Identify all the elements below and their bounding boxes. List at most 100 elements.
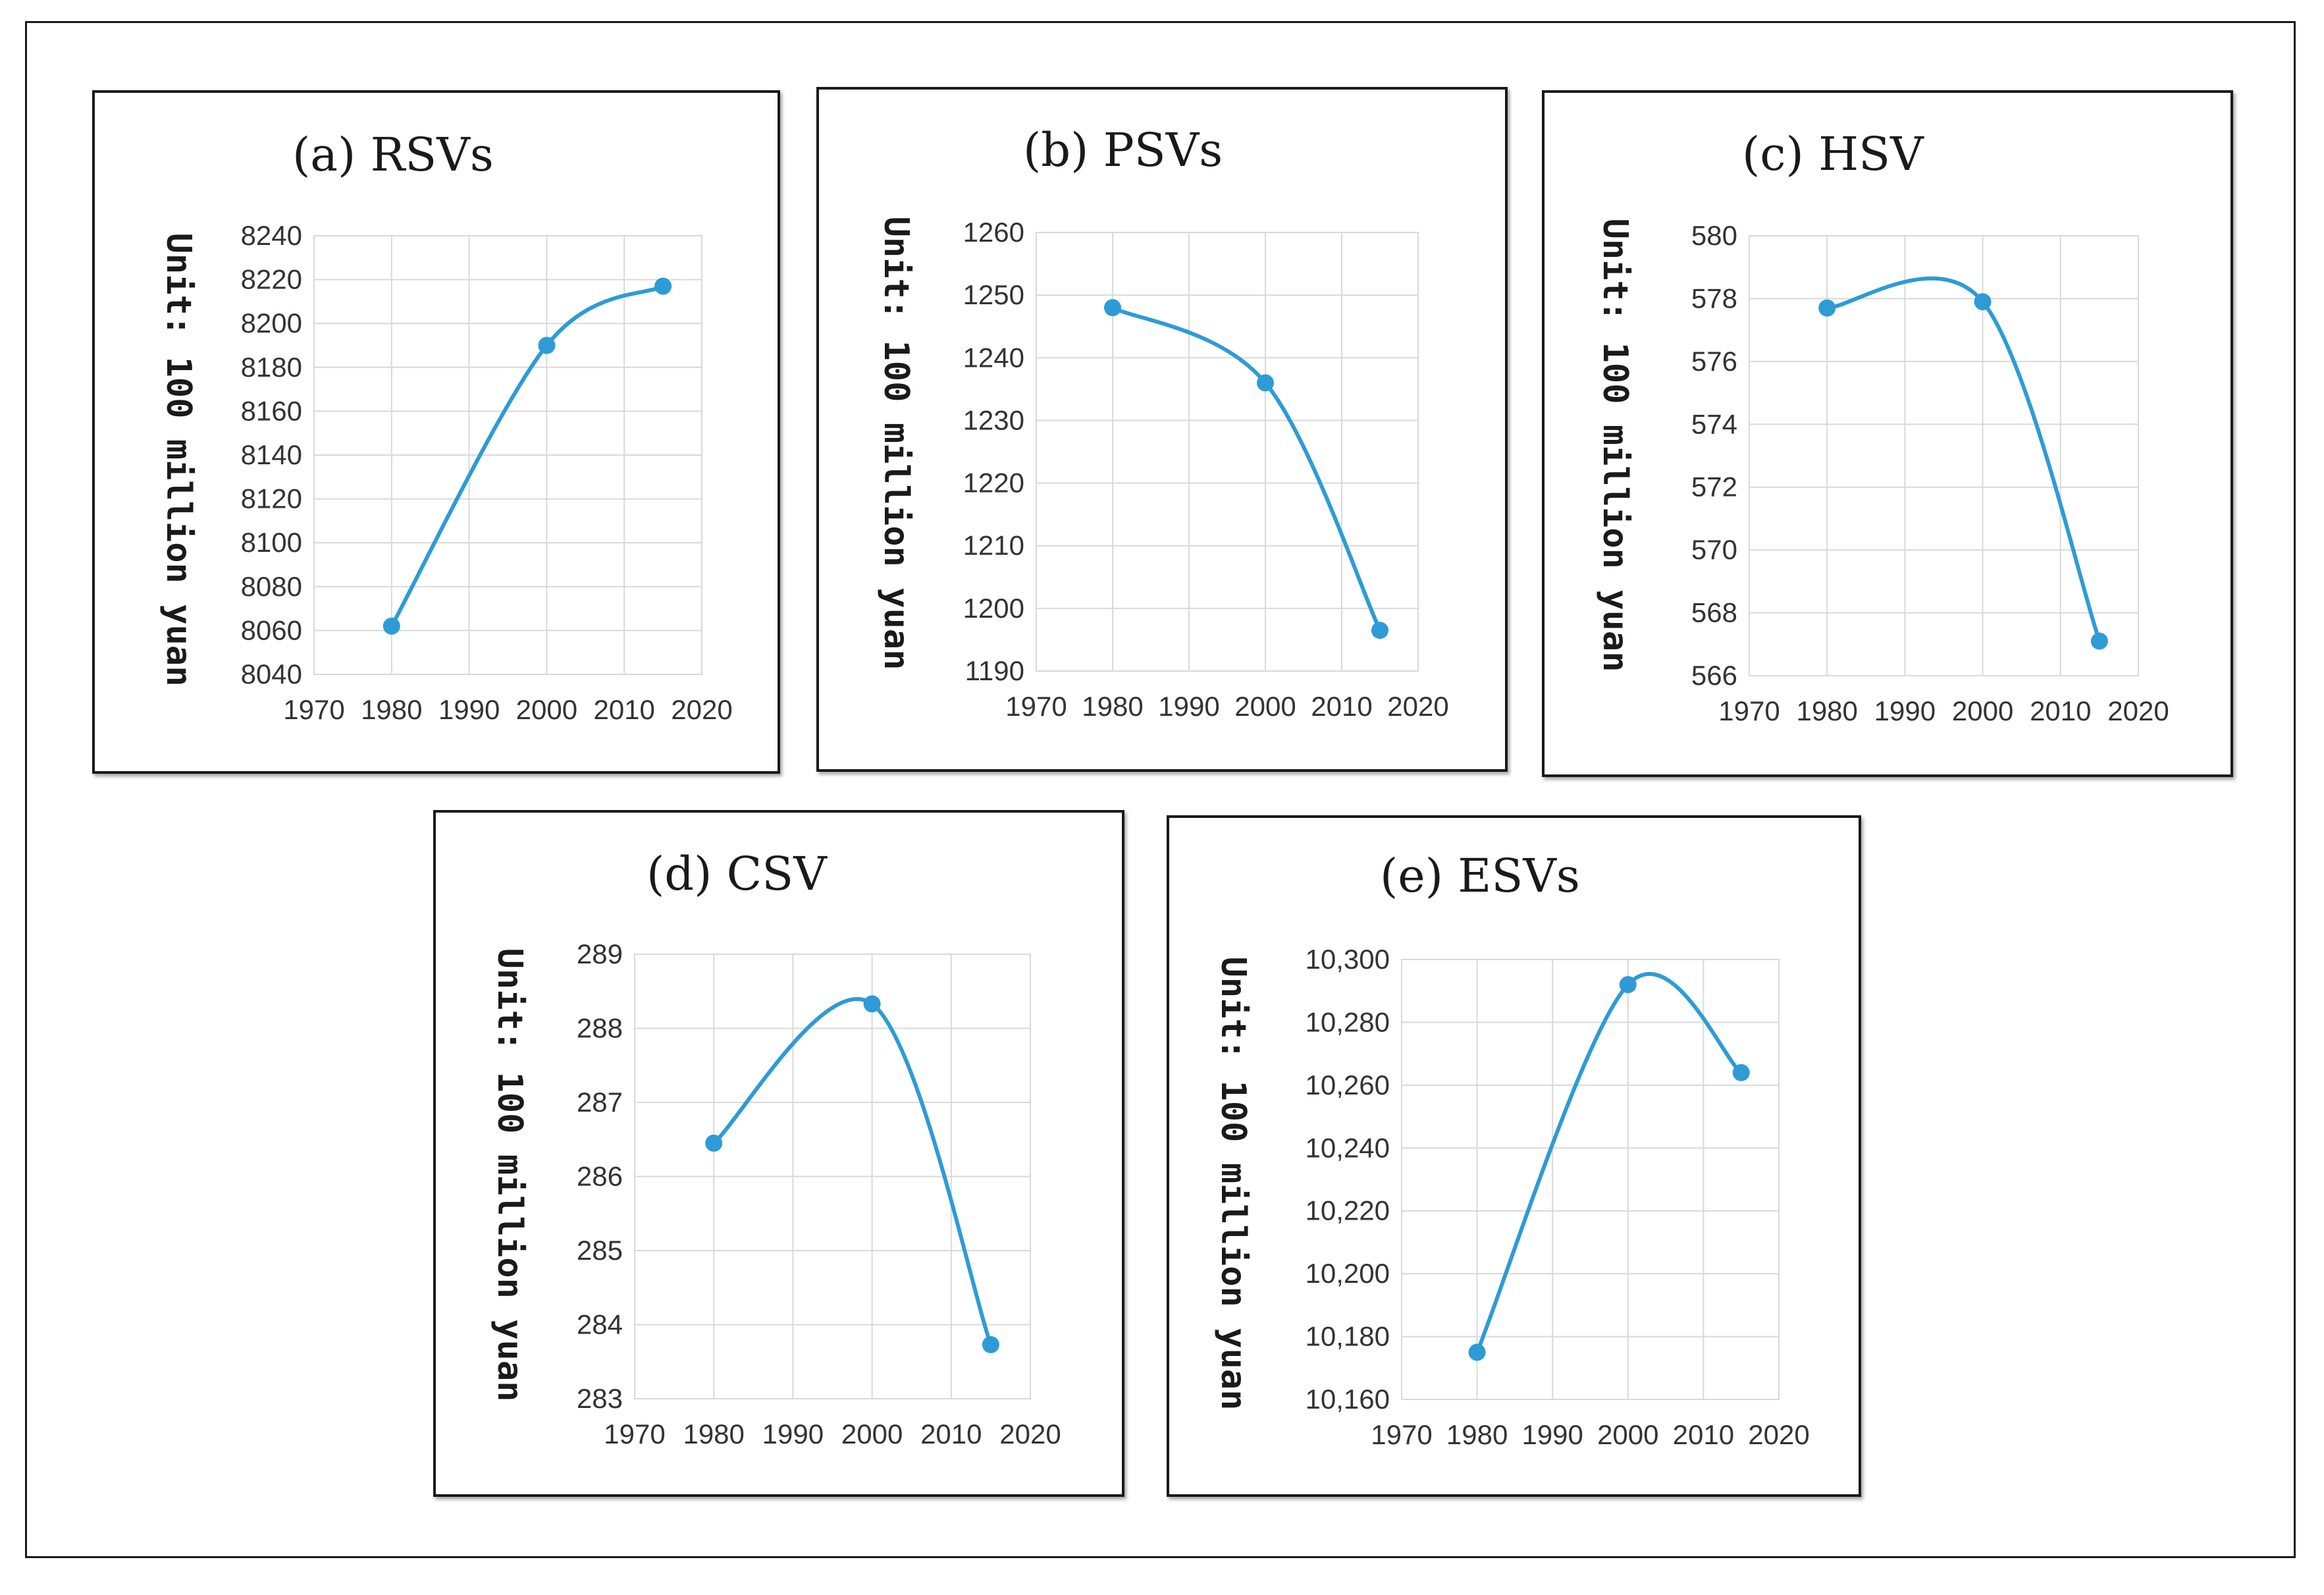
y-tick-label: 8200: [241, 308, 302, 338]
x-tick-label: 1980: [683, 1419, 744, 1449]
y-tick-label: 10,260: [1306, 1069, 1390, 1100]
y-tick-label: 1260: [963, 217, 1024, 248]
y-tick-label: 8140: [241, 439, 302, 470]
data-point: [1257, 374, 1274, 392]
y-axis-label: Unit: 100 million yuan: [1213, 957, 1253, 1411]
x-tick-label: 2010: [1673, 1419, 1734, 1450]
chart-panel-c: (c) HSV Unit: 100 million yuan 1970 1980 199…: [1542, 90, 2233, 777]
y-tick-label: 1240: [963, 342, 1024, 373]
y-tick-label: 10,300: [1306, 944, 1390, 975]
data-point: [1732, 1064, 1750, 1081]
y-tick-label: 285: [577, 1235, 623, 1266]
x-tick-label: 2010: [920, 1419, 982, 1449]
y-tick-label: 10,240: [1306, 1132, 1390, 1163]
chart-svg-e: (e) ESVs Unit: 100 million yuan 1970 1980 19…: [1213, 849, 1810, 1450]
x-tick-label: 2010: [2030, 695, 2091, 726]
y-tick-label: 10,180: [1306, 1321, 1390, 1352]
series-line: [712, 996, 993, 1345]
y-tick-label: 1200: [963, 593, 1024, 624]
y-tick-label: 576: [1691, 346, 1737, 377]
y-tick-label: 574: [1691, 408, 1737, 439]
y-tick-label: 8040: [241, 659, 302, 689]
y-tick-label: 10,220: [1306, 1195, 1390, 1226]
chart-svg-c: (c) HSV Unit: 100 million yuan 1970 1980 199…: [1595, 127, 2169, 726]
figure-frame: [25, 21, 2296, 1558]
data-point: [863, 995, 881, 1013]
data-point: [1468, 1343, 1486, 1361]
chart-title: (b) PSVs: [1023, 123, 1223, 177]
x-tick-label: 2020: [999, 1419, 1061, 1449]
y-tick-label: 289: [577, 938, 623, 969]
y-tick-label: 284: [577, 1309, 623, 1340]
x-tick-label: 2000: [1952, 695, 2013, 726]
x-tick-label: 1980: [1446, 1419, 1508, 1450]
plot-area: [1401, 959, 1780, 1400]
y-tick-label: 566: [1691, 660, 1737, 691]
series-line: [1826, 276, 2101, 642]
x-tick-label: 1970: [604, 1419, 665, 1449]
y-tick-label: 1250: [963, 279, 1024, 310]
data-point: [2090, 632, 2108, 650]
series-line: [1475, 971, 1743, 1353]
x-tick-label: 2010: [593, 694, 654, 725]
data-point: [538, 337, 556, 354]
y-axis-label: Unit: 100 million yuan: [876, 217, 916, 670]
x-tick-label: 1980: [1796, 695, 1857, 726]
plot-area: [1036, 232, 1419, 672]
data-point: [982, 1336, 999, 1353]
y-tick-label: 8100: [241, 527, 302, 558]
x-tick-label: 1970: [1371, 1419, 1432, 1450]
data-point: [654, 277, 672, 295]
y-tick-label: 10,280: [1306, 1006, 1390, 1037]
y-tick-label: 1230: [963, 404, 1024, 435]
chart-title: (c) HSV: [1742, 127, 1924, 181]
x-tick-label: 1970: [283, 694, 344, 725]
y-tick-label: 10,160: [1306, 1384, 1390, 1415]
y-tick-label: 8160: [241, 395, 302, 426]
data-point: [1104, 299, 1121, 317]
chart-panel-e: (e) ESVs Unit: 100 million yuan 1970 1980 19…: [1167, 815, 1861, 1497]
x-tick-label: 1990: [1158, 691, 1219, 722]
series-line: [390, 284, 664, 628]
y-axis-label: Unit: 100 million yuan: [490, 948, 529, 1402]
y-axis-label: Unit: 100 million yuan: [159, 233, 198, 687]
chart-title: (a) RSVs: [292, 128, 494, 182]
y-tick-label: 10,200: [1306, 1258, 1390, 1289]
y-tick-label: 1220: [963, 468, 1024, 499]
y-tick-label: 8080: [241, 571, 302, 602]
y-tick-label: 8240: [241, 220, 302, 251]
chart-panel-a: (a) RSVs Unit: 100 million yuan 1970 1980 19…: [92, 90, 780, 774]
data-point: [1974, 293, 1992, 311]
x-tick-label: 1980: [361, 694, 422, 725]
data-point: [383, 617, 400, 635]
x-tick-label: 2000: [841, 1419, 903, 1449]
chart-panel-d: (d) CSV Unit: 100 million yuan 1970 1980 199…: [433, 810, 1124, 1497]
x-tick-label: 1990: [1874, 695, 1936, 726]
y-tick-label: 8180: [241, 352, 302, 383]
x-tick-label: 2010: [1311, 691, 1372, 722]
chart-title: (e) ESVs: [1380, 849, 1580, 903]
data-point: [1818, 299, 1836, 317]
chart-title: (d) CSV: [647, 847, 828, 901]
x-tick-label: 2000: [1597, 1419, 1658, 1450]
y-tick-label: 1210: [963, 530, 1024, 561]
data-point: [705, 1134, 723, 1152]
chart-panel-b: (b) PSVs Unit: 100 million yuan 1970 1980 19…: [816, 87, 1508, 772]
data-point: [1619, 976, 1637, 994]
x-tick-label: 2020: [2107, 695, 2169, 726]
y-tick-label: 580: [1691, 220, 1737, 251]
y-tick-label: 287: [577, 1087, 623, 1118]
y-axis-label: Unit: 100 million yuan: [1595, 219, 1635, 672]
data-point: [1371, 622, 1388, 639]
x-tick-label: 2020: [671, 694, 732, 725]
y-tick-label: 572: [1691, 472, 1737, 502]
x-tick-label: 1990: [438, 694, 500, 725]
chart-svg-b: (b) PSVs Unit: 100 million yuan 1970 1980 19…: [876, 123, 1449, 722]
y-tick-label: 568: [1691, 597, 1737, 628]
x-tick-label: 1990: [762, 1419, 824, 1449]
x-tick-label: 1970: [1718, 695, 1780, 726]
y-tick-label: 570: [1691, 534, 1737, 565]
x-tick-label: 1990: [1521, 1419, 1583, 1450]
y-tick-label: 1190: [965, 655, 1024, 686]
x-tick-label: 2000: [516, 694, 577, 725]
